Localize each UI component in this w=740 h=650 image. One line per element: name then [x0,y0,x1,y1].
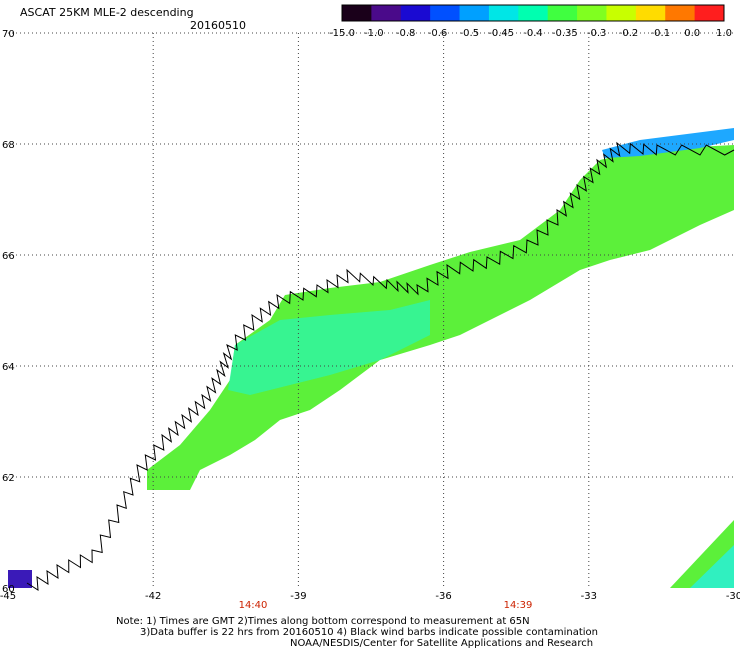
lon-tick-label: -45 [0,591,16,602]
plot-title: ASCAT 25KM MLE-2 descending [20,6,194,19]
lon-tick-label: -39 [290,591,306,602]
lat-tick-label: 66 [2,251,15,262]
colorbar-swatch [577,5,607,21]
lat-tick-label: 68 [2,140,15,151]
colorbar-label: -1.0 [364,28,384,39]
colorbar-label: -0.5 [460,28,480,39]
data-swath-strip [602,128,734,158]
note-line-2: 3)Data buffer is 22 hrs from 20160510 4)… [140,627,598,638]
colorbar-label: -15.0 [329,28,355,39]
colorbar-label: -0.8 [396,28,416,39]
colorbar-swatch [518,5,549,21]
lat-tick-label: 64 [2,362,15,373]
lon-tick-label: -33 [581,591,597,602]
data-swath [147,145,734,490]
colorbar-label: -0.45 [488,28,514,39]
colorbar-swatch [488,5,519,21]
data-swath-corner-cyan [690,545,734,588]
colorbar-swatch [547,5,578,21]
data-block-sw [8,570,32,588]
colorbar-swatch [400,5,431,21]
time-label: 14:40 [239,600,268,611]
lon-tick-label: -36 [435,591,451,602]
note-line-3: NOAA/NESDIS/Center for Satellite Applica… [290,638,594,649]
note-line-1: Note: 1) Times are GMT 2)Times along bot… [116,616,530,627]
lat-tick-label: 62 [2,473,15,484]
colorbar-label: -0.6 [428,28,448,39]
colorbar-swatch [342,5,372,21]
colorbar-swatch [430,5,461,21]
lon-tick-label: -30 [726,591,740,602]
lon-tick-label: -42 [145,591,161,602]
colorbar-swatch [606,5,637,21]
data-swath-cyan [228,300,430,395]
time-label: 14:39 [504,600,533,611]
colorbar-swatch [635,5,666,21]
plot-date: 20160510 [190,19,246,32]
lat-tick-label: 70 [2,29,15,40]
lat-tick-label: 60 [2,584,15,595]
map-plot: -45 -42 -39 -36 -33 -30 70 68 66 64 62 60 14:40 14:39 [0,29,740,611]
coastline [26,141,735,591]
colorbar-swatch [459,5,490,21]
colorbar-swatch [665,5,696,21]
colorbar-swatch [694,5,725,21]
colorbar-swatch [371,5,402,21]
